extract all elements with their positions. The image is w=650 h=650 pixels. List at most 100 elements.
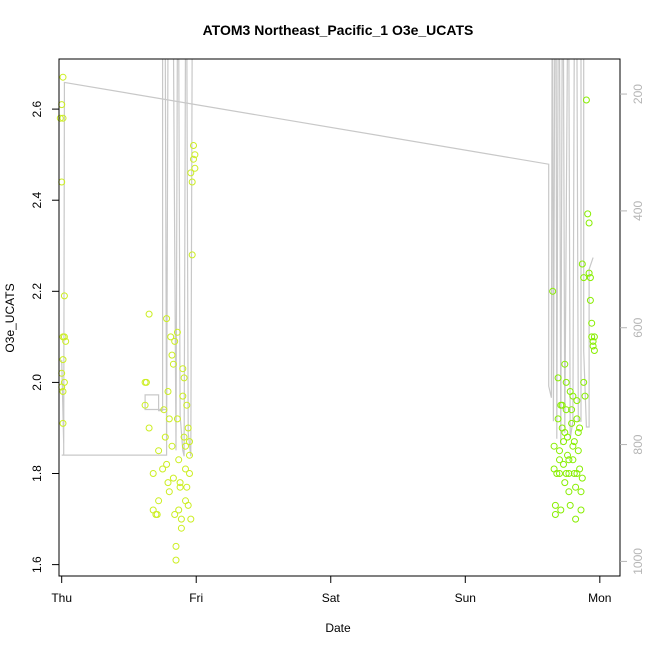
plot-frame [58,58,621,577]
data-point [172,542,180,550]
data-point [561,429,569,436]
data-point [590,347,598,354]
data-point [573,397,581,405]
data-point [576,424,584,432]
data-point [145,310,153,318]
data-point [177,524,185,532]
data-point [551,511,559,518]
data-point [141,401,149,409]
data-point [163,315,171,323]
data-point [580,378,588,386]
data-point [182,497,189,505]
data-point [165,488,173,496]
data-point [175,506,183,514]
data-point [589,342,597,350]
data-point [184,424,192,432]
data-point [190,142,197,149]
data-point [183,483,191,491]
data-point [60,333,68,341]
data-point [153,511,161,518]
data-point [562,470,570,477]
data-point [570,470,578,477]
data-point [164,388,172,395]
data-point [560,460,567,468]
data-point [549,287,557,295]
data-point [168,442,176,450]
y-axis-label: O3e_UCATS [3,283,17,352]
data-point [564,451,571,459]
data-point [558,401,566,409]
data-point [169,360,177,368]
data-point [190,155,197,163]
y-tick-label: 2.0 [30,374,44,391]
data-point [179,365,187,373]
data-point [172,556,180,564]
data-point [180,433,188,441]
data-point [586,296,594,304]
data-point [569,392,577,400]
data-point [179,392,187,400]
data-point [176,483,184,491]
data-point [580,274,588,282]
data-point [572,483,580,491]
data-point [175,456,183,464]
y2-tick-label: 600 [631,317,645,337]
data-point [59,114,67,122]
pressure-line-2 [61,59,594,456]
data-point [59,356,67,364]
y-tick-label: 2.4 [30,192,44,209]
y2-tick-label: 800 [631,434,645,454]
data-point [56,114,64,122]
data-point [568,419,576,427]
data-point [59,73,67,81]
data-point [573,470,581,477]
data-point [183,401,191,409]
data-point [561,360,569,368]
x-tick-label: Thu [51,591,72,605]
data-point [588,333,596,341]
data-point [186,470,193,477]
y-tick-label: 2.2 [30,283,44,300]
data-point [557,506,565,514]
data-point [155,497,163,505]
data-point [191,164,199,172]
x-tick-label: Sun [455,591,476,605]
data-point [164,479,172,487]
data-point [186,438,193,446]
x-tick-label: Fri [189,591,203,605]
y-tick-label: 1.8 [30,465,44,482]
data-point [182,442,189,450]
data-point [173,328,181,336]
data-point [561,479,569,487]
data-point [163,460,171,468]
data-point [188,178,196,186]
data-point [577,488,585,496]
x-tick-label: Sat [322,591,341,605]
data-point [149,506,157,514]
y2-tick-label: 400 [631,201,645,221]
pressure-line-1 [61,59,193,457]
data-point [585,219,593,227]
data-point [562,378,570,386]
data-point [550,465,558,473]
data-point [171,511,179,518]
data-point [554,374,562,382]
data-point [566,501,574,509]
data-point [59,419,67,427]
data-point [590,333,598,341]
y-tick-label: 1.6 [30,556,44,573]
data-point [562,406,570,414]
data-point [160,406,168,414]
data-point [551,501,559,509]
data-point [577,506,585,514]
data-point [168,351,176,359]
data-point [161,433,169,441]
data-point [167,333,175,341]
data-point [574,447,582,455]
data-point [553,470,561,477]
data-point [556,470,563,477]
x-tick-label: Mon [588,591,611,605]
data-point [188,251,196,259]
data-point [176,479,184,487]
y2-tick-label: 200 [631,84,645,104]
